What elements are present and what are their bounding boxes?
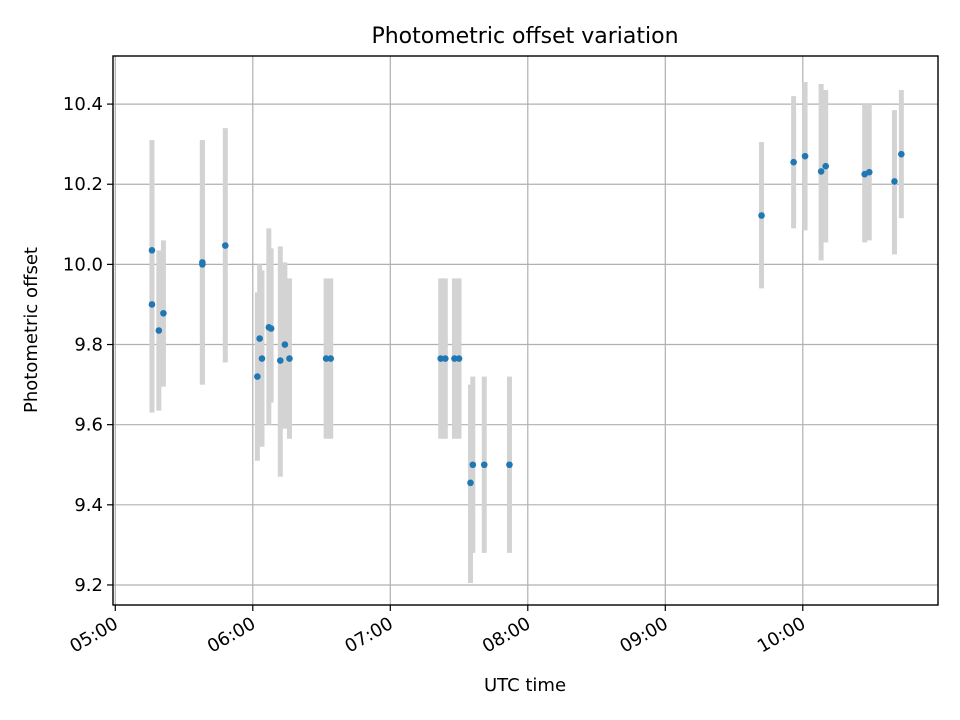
y-tick-label: 9.2 — [74, 575, 103, 596]
data-point — [327, 355, 335, 362]
y-tick-label: 9.4 — [74, 495, 103, 516]
errorbar-layer — [149, 82, 904, 583]
y-tick-label: 9.8 — [74, 335, 103, 356]
data-point — [267, 325, 275, 332]
data-point — [469, 461, 477, 469]
data-point — [254, 373, 261, 380]
x-tick-label: 08:00 — [479, 613, 534, 657]
data-point — [441, 355, 449, 362]
data-point — [790, 158, 797, 166]
data-point — [506, 461, 513, 469]
data-point — [322, 355, 330, 362]
x-tick-label: 10:00 — [754, 613, 809, 657]
x-axis-label: UTC time — [484, 675, 566, 696]
data-point — [898, 150, 905, 158]
data-point — [281, 341, 289, 348]
x-tick-label: 09:00 — [616, 613, 671, 657]
grid-layer — [113, 56, 938, 605]
x-tick-label: 06:00 — [204, 613, 259, 657]
data-point — [451, 355, 458, 362]
data-point — [467, 479, 474, 487]
data-point — [160, 309, 167, 317]
data-point — [286, 355, 293, 362]
x-tick-label: 07:00 — [341, 613, 396, 657]
data-point — [148, 247, 156, 254]
data-point — [276, 357, 284, 364]
data-point — [455, 355, 463, 362]
data-point — [801, 152, 809, 160]
data-point — [155, 327, 163, 334]
y-tick-label: 9.6 — [74, 415, 103, 436]
data-point — [437, 355, 445, 362]
axes-frame — [112, 55, 939, 606]
y-tick-label: 10.0 — [63, 254, 103, 275]
data-point — [199, 259, 206, 266]
y-axis-label: Photometric offset — [21, 247, 42, 413]
data-point — [256, 335, 263, 342]
data-point — [258, 355, 266, 362]
tick-layer: 05:00 06:00 07:00 08:00 09:00 10:00 9.2 9.4 9.6 9… — [63, 94, 809, 657]
data-point — [865, 168, 873, 176]
data-point — [817, 168, 825, 175]
y-tick-label: 10.4 — [63, 94, 103, 115]
chart-title: Photometric offset variation — [371, 24, 678, 49]
data-point — [221, 242, 229, 249]
data-point — [148, 301, 156, 308]
point-layer — [148, 150, 905, 487]
data-point — [480, 461, 488, 469]
data-point — [891, 178, 898, 185]
data-point — [758, 212, 765, 219]
data-point — [822, 162, 830, 170]
y-tick-label: 10.2 — [63, 174, 103, 195]
x-tick-label: 05:00 — [66, 613, 121, 657]
